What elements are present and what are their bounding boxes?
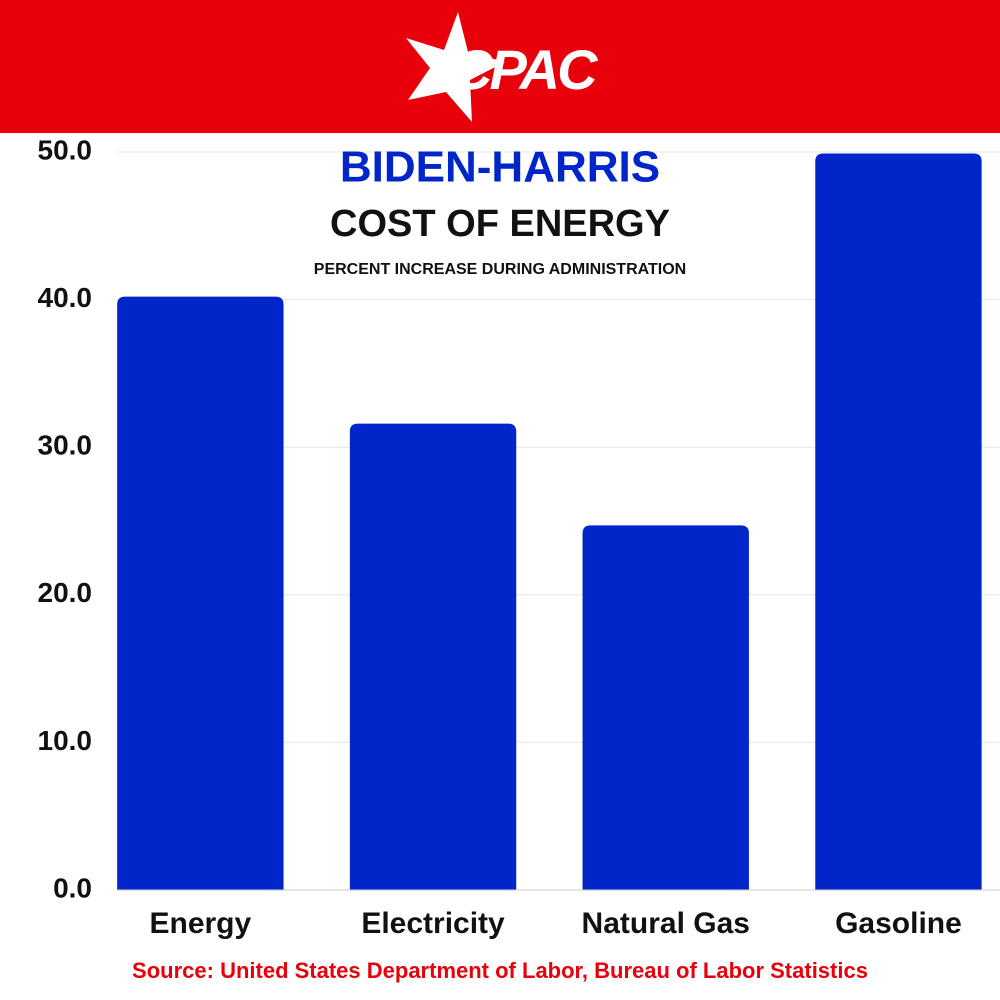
bar [349, 423, 517, 890]
y-tick-label: 0.0 [53, 872, 92, 903]
x-tick-label: Electricity [361, 907, 505, 940]
logo-star [406, 12, 505, 122]
x-tick-label: Natural Gas [582, 907, 750, 940]
y-tick-label: 10.0 [38, 725, 93, 756]
y-tick-label: 20.0 [38, 577, 93, 608]
header-band [0, 0, 1000, 133]
y-tick-label: 40.0 [38, 282, 93, 313]
bar [582, 525, 749, 890]
source-note: Source: United States Department of Labo… [132, 958, 868, 983]
chart-title: BIDEN-HARRIS [340, 143, 660, 192]
x-tick-label: Gasoline [835, 907, 962, 940]
plot-area: 0.0 10.0 20.0 30.0 40.0 50.0 Energy Electricity… [38, 134, 1000, 940]
bar [815, 153, 982, 890]
y-tick-label: 30.0 [38, 430, 93, 461]
chart-caption: PERCENT INCREASE DURING ADMINISTRATION [314, 261, 686, 278]
logo-text: CPAC [452, 38, 599, 101]
chart-subtitle: COST OF ENERGY [330, 203, 670, 245]
x-tick-label: Energy [149, 907, 251, 940]
bar [117, 296, 284, 890]
y-tick-label: 50.0 [38, 134, 93, 165]
